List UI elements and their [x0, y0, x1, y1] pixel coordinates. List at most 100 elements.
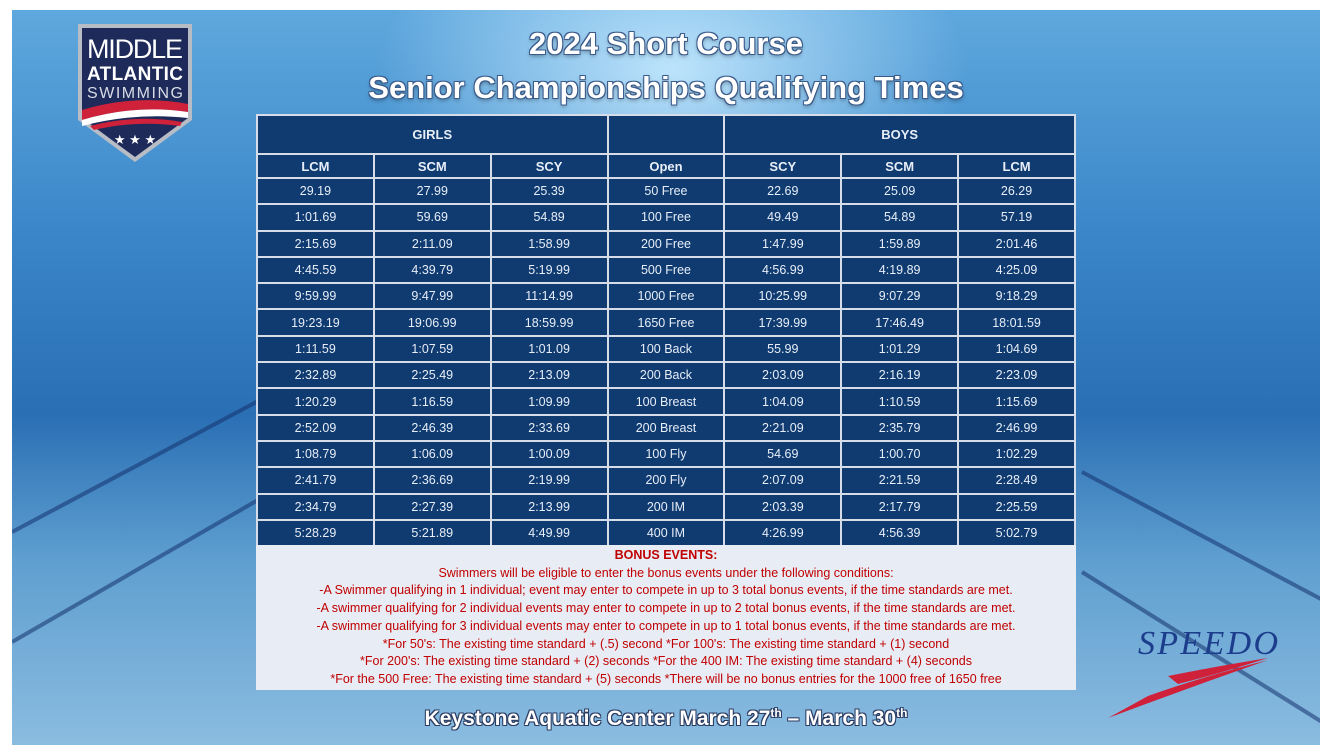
column-header: Open: [606, 153, 726, 179]
qualifying-time: 2:52.09: [256, 413, 375, 442]
column-header: LCM: [256, 153, 375, 179]
table-row: 2:34.79 2:27.39 2:13.99 200 IM 2:03.39 2:17.7…: [256, 492, 1076, 521]
qualifying-time: 59.69: [372, 203, 492, 232]
qualifying-time: 2:33.69: [489, 413, 609, 442]
speedo-logo: SPEEDO: [1108, 625, 1278, 718]
table-row: 9:59.99 9:47.99 11:14.99 1000 Free 10:25.99 9…: [256, 282, 1076, 311]
event-name: 100 Back: [606, 334, 726, 364]
qualifying-time: 2:35.79: [840, 413, 960, 442]
qualifying-time: 1:00.09: [489, 439, 609, 469]
qualifying-time: 4:56.99: [723, 255, 843, 285]
qualifying-time: 55.99: [723, 334, 843, 364]
qualifying-time: 2:34.79: [256, 492, 375, 521]
table-row: 2:52.09 2:46.39 2:33.69 200 Breast 2:21.09 2:…: [256, 413, 1076, 442]
qualifying-time: 2:23.09: [957, 361, 1076, 390]
qualifying-time: 2:15.69: [256, 229, 375, 258]
qualifying-time: 1:01.29: [840, 334, 960, 364]
qualifying-time: 2:46.99: [957, 413, 1076, 442]
qualifying-time: 2:46.39: [372, 413, 492, 442]
qualifying-time: 5:02.79: [957, 518, 1076, 548]
qualifying-time: 2:19.99: [489, 466, 609, 495]
qualifying-time: 9:59.99: [256, 282, 375, 311]
event-name: 500 Free: [606, 255, 726, 285]
qualifying-time: 19:06.99: [372, 308, 492, 337]
qualifying-time: 27.99: [372, 176, 492, 206]
qualifying-time: 1:15.69: [957, 387, 1076, 416]
qualifying-time: 1:08.79: [256, 439, 375, 469]
qualifying-time: 1:04.09: [723, 387, 843, 416]
qualifying-time: 1:04.69: [957, 334, 1076, 364]
qualifying-time: 4:19.89: [840, 255, 960, 285]
table-row: 2:15.69 2:11.09 1:58.99 200 Free 1:47.99 1:59…: [256, 229, 1076, 258]
qualifying-time: 2:27.39: [372, 492, 492, 521]
qualifying-time: 2:21.59: [840, 466, 960, 495]
column-header: SCM: [840, 153, 960, 179]
table-row: 5:28.29 5:21.89 4:49.99 400 IM 4:26.99 4:56.3…: [256, 518, 1076, 548]
qualifying-time: 4:56.39: [840, 518, 960, 548]
qualifying-time: 2:28.49: [957, 466, 1076, 495]
venue-text: Keystone Aquatic Center March 27: [424, 707, 771, 730]
table-row: 1:08.79 1:06.09 1:00.09 100 Fly 54.69 1:00.70…: [256, 439, 1076, 469]
qualifying-time: 1:47.99: [723, 229, 843, 258]
qualifying-time: 2:16.19: [840, 361, 960, 390]
qualifying-time: 4:45.59: [256, 255, 375, 285]
qualifying-time: 2:17.79: [840, 492, 960, 521]
qualifying-time: 17:39.99: [723, 308, 843, 337]
qualifying-time: 2:03.09: [723, 361, 843, 390]
qualifying-time: 19:23.19: [256, 308, 375, 337]
qualifying-times-table: GIRLS BOYS LCM SCM SCY Open SCY SCM LCM 29.19 2…: [256, 114, 1076, 548]
qualifying-time: 9:47.99: [372, 282, 492, 311]
qualifying-time: 5:28.29: [256, 518, 375, 548]
qualifying-time: 1:10.59: [840, 387, 960, 416]
title-line-2: Senior Championships Qualifying Times: [368, 70, 964, 105]
qualifying-time: 1:11.59: [256, 334, 375, 364]
bonus-line: *For 50's: The existing time standard + …: [382, 636, 950, 651]
open-header-blank: [606, 114, 726, 155]
qualifying-time: 2:03.39: [723, 492, 843, 521]
qualifying-time: 9:18.29: [957, 282, 1076, 311]
event-name: 200 Breast: [606, 413, 726, 442]
qualifying-time: 54.89: [840, 203, 960, 232]
ordinal: th: [770, 706, 782, 720]
qualifying-time: 1:00.70: [840, 439, 960, 469]
qualifying-time: 17:46.49: [840, 308, 960, 337]
bonus-events-note: BONUS EVENTS: Swimmers will be eligible …: [256, 545, 1076, 690]
event-name: 200 IM: [606, 492, 726, 521]
qualifying-time: 2:07.09: [723, 466, 843, 495]
qualifying-time: 57.19: [957, 203, 1076, 232]
qualifying-time: 1:09.99: [489, 387, 609, 416]
qualifying-time: 1:07.59: [372, 334, 492, 364]
table-row: 2:41.79 2:36.69 2:19.99 200 Fly 2:07.09 2:21.…: [256, 466, 1076, 495]
qualifying-time: 29.19: [256, 176, 375, 206]
svg-text:★ ★ ★: ★ ★ ★: [114, 132, 156, 147]
qualifying-time: 2:13.09: [489, 361, 609, 390]
qualifying-time: 2:01.46: [957, 229, 1076, 258]
table-row: 2:32.89 2:25.49 2:13.09 200 Back 2:03.09 2:16…: [256, 361, 1076, 390]
qualifying-time: 2:21.09: [723, 413, 843, 442]
svg-text:SWIMMING: SWIMMING: [87, 85, 183, 102]
qualifying-time: 1:58.99: [489, 229, 609, 258]
table-row: 1:01.69 59.69 54.89 100 Free 49.49 54.89 57.19: [256, 203, 1076, 232]
column-header: LCM: [957, 153, 1076, 179]
bonus-line: *For 200's: The existing time standard +…: [360, 654, 972, 669]
ordinal: th: [896, 706, 908, 720]
qualifying-time: 4:39.79: [372, 255, 492, 285]
event-name: 1000 Free: [606, 282, 726, 311]
qualifying-time: 11:14.99: [489, 282, 609, 311]
column-header: SCY: [489, 153, 609, 179]
qualifying-time: 54.89: [489, 203, 609, 232]
svg-text:ATLANTIC: ATLANTIC: [87, 64, 183, 85]
qualifying-time: 2:25.59: [957, 492, 1076, 521]
qualifying-time: 26.29: [957, 176, 1076, 206]
middle-atlantic-swimming-logo: MIDDLE ATLANTIC SWIMMING ★ ★ ★: [78, 24, 192, 162]
qualifying-time: 2:25.49: [372, 361, 492, 390]
qualifying-time: 54.69: [723, 439, 843, 469]
bonus-line: -A Swimmer qualifying in 1 individual; e…: [319, 583, 1013, 598]
event-name: 100 Free: [606, 203, 726, 232]
qualifying-time: 9:07.29: [840, 282, 960, 311]
qualifying-time: 5:21.89: [372, 518, 492, 548]
title-line-1: 2024 Short Course: [529, 26, 803, 61]
qualifying-time: 2:32.89: [256, 361, 375, 390]
event-name: 100 Fly: [606, 439, 726, 469]
venue-dates: Keystone Aquatic Center March 27th – Mar…: [0, 706, 1332, 731]
